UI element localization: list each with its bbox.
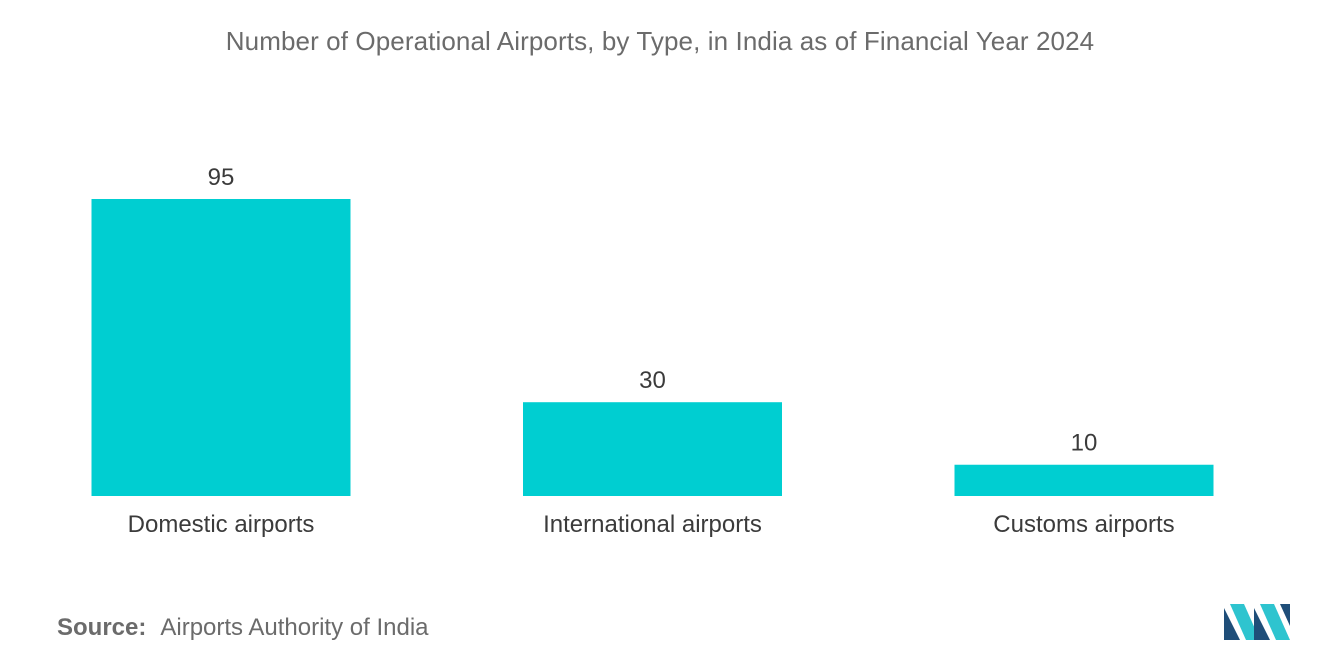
value-labels-layer: 95 30 10: [208, 164, 1098, 457]
bars-layer: [91, 199, 1214, 496]
bar-2: [954, 464, 1214, 496]
logo-shape-left: [1224, 608, 1240, 640]
category-label-1: International airports: [543, 511, 762, 538]
logo-shape-mid-right: [1254, 608, 1270, 640]
category-label-2: Customs airports: [993, 511, 1174, 538]
logo-shape-right: [1260, 604, 1290, 640]
bar-1: [523, 402, 782, 496]
mordor-intelligence-logo-icon: [1224, 604, 1290, 640]
category-label-0: Domestic airports: [128, 511, 315, 538]
bar-0: [91, 199, 351, 496]
bar-value-label-0: 95: [208, 164, 235, 191]
category-labels-layer: Domestic airports International airports C…: [128, 511, 1175, 538]
bar-value-label-1: 30: [639, 367, 666, 394]
logo-shape-mid-left: [1230, 604, 1260, 640]
source-note: Source: Airports Authority of India: [57, 614, 429, 642]
bar-chart: 95 30 10 Domestic airports International ai…: [91, 164, 1214, 538]
chart-title: Number of Operational Airports, by Type,…: [225, 26, 1095, 56]
source-key: Source:: [57, 614, 147, 641]
logo-shape-far-right: [1280, 604, 1290, 626]
source-value: Airports Authority of India: [160, 614, 429, 641]
bar-value-label-2: 10: [1071, 430, 1098, 457]
